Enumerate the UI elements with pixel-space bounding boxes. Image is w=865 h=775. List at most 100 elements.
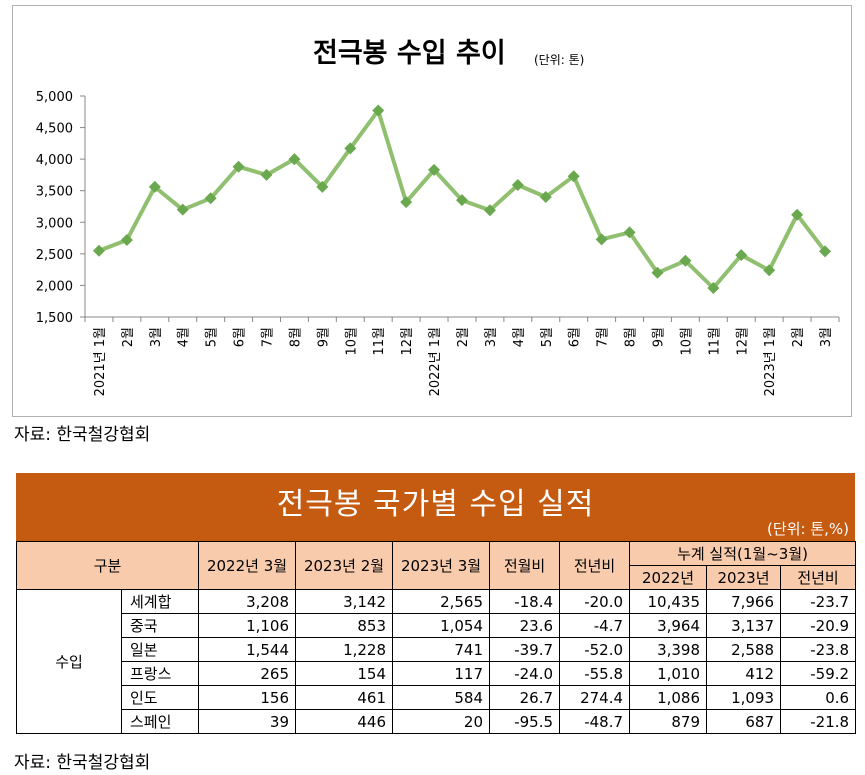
import-table-block: 전극봉 국가별 수입 실적 (단위: 톤,%) 구분 2022년 3월 2023… xyxy=(15,473,857,734)
data-point xyxy=(791,208,804,221)
data-point xyxy=(651,266,664,279)
y-tick-label: 2,500 xyxy=(36,248,73,263)
country-name: 세계합 xyxy=(120,589,200,614)
table-cell: 412 xyxy=(706,661,782,686)
table-cell: -48.7 xyxy=(559,709,631,734)
table-cell: 7,966 xyxy=(706,589,782,614)
table-cell: 3,208 xyxy=(198,589,297,614)
data-point xyxy=(595,233,608,246)
table-cell: -4.7 xyxy=(559,613,631,638)
table-cell: 1,086 xyxy=(629,685,708,710)
table-header-row-1: 구분 2022년 3월 2023년 2월 2023년 3월 전월비 전년비 누계… xyxy=(15,541,857,590)
table-cell: 274.4 xyxy=(559,685,631,710)
table-cell: 10,435 xyxy=(629,589,708,614)
data-point xyxy=(288,153,301,166)
x-tick-label: 8월 xyxy=(624,327,639,347)
x-tick-label: 12월 xyxy=(400,327,415,356)
y-tick-label: 2,000 xyxy=(36,279,73,294)
header-cumulative: 누계 실적(1월~3월) xyxy=(629,541,857,566)
header-cum-yoy: 전년비 xyxy=(780,565,857,590)
country-name: 스페인 xyxy=(120,709,200,734)
data-point xyxy=(763,264,776,277)
table-cell: 0.6 xyxy=(780,685,857,710)
x-tick-label: 3월 xyxy=(149,327,164,347)
country-name: 일본 xyxy=(120,637,200,662)
x-tick-label: 6월 xyxy=(568,327,583,347)
data-point xyxy=(148,180,161,193)
group-label-import: 수입 xyxy=(16,589,122,734)
data-point xyxy=(316,180,329,193)
chart-panel: 전극봉 수입 추이 (단위: 톤) 5,000 4,500 4,000 3,500 3,00… xyxy=(12,5,852,417)
table-cell: -55.8 xyxy=(559,661,631,686)
header-2023-feb: 2023년 2월 xyxy=(295,541,394,590)
country-name: 인도 xyxy=(120,685,200,710)
data-point xyxy=(120,233,133,246)
data-point xyxy=(344,142,357,155)
table-cell: 20 xyxy=(392,709,491,734)
x-tick-label: 7월 xyxy=(596,327,611,347)
data-point xyxy=(176,203,189,216)
x-tick-label: 2월 xyxy=(121,327,136,347)
table-source: 자료: 한국철강협회 xyxy=(14,753,151,773)
data-point xyxy=(483,204,496,217)
table-cell: 154 xyxy=(295,661,394,686)
x-tick-label: 2월 xyxy=(791,327,806,347)
y-tick-label: 3,000 xyxy=(36,216,73,231)
x-tick-label: 2023년 1월 xyxy=(763,327,778,396)
x-tick-label: 2022년 1월 xyxy=(428,327,443,396)
y-tick-label: 3,500 xyxy=(36,185,73,200)
table-cell: 26.7 xyxy=(489,685,561,710)
x-tick-label: 9월 xyxy=(316,327,331,347)
table-cell: 687 xyxy=(706,709,782,734)
data-point xyxy=(456,194,468,207)
table-header-row-2: 2022년 2023년 전년비 xyxy=(17,565,857,590)
table-cell: 2,588 xyxy=(706,637,782,662)
data-point xyxy=(819,245,832,258)
table-cell: -59.2 xyxy=(780,661,857,686)
table-cell: 265 xyxy=(198,661,297,686)
data-point xyxy=(679,254,692,267)
x-tick-label: 5월 xyxy=(205,327,220,347)
table-cell: -52.0 xyxy=(559,637,631,662)
table-cell: -18.4 xyxy=(489,589,561,614)
table-cell: 1,093 xyxy=(706,685,782,710)
x-tick-label: 10월 xyxy=(679,327,694,356)
table-cell: -21.8 xyxy=(780,709,857,734)
data-point xyxy=(623,226,636,239)
x-tick-label: 4월 xyxy=(177,327,192,347)
x-tick-label: 7월 xyxy=(261,327,276,347)
table-cell: 3,142 xyxy=(295,589,394,614)
table-row: 스페인 39 446 20 -95.5 -48.7 879 687 -21.8 xyxy=(17,709,857,734)
table-row: 수입 세계합 3,208 3,142 2,565 -18.4 -20.0 10,435 7,96… xyxy=(16,589,857,734)
data-point xyxy=(735,249,748,262)
header-mom: 전월비 xyxy=(489,541,561,590)
table-cell: -95.5 xyxy=(489,709,561,734)
header-2023-mar: 2023년 3월 xyxy=(392,541,491,590)
table-unit: (단위: 톤,%) xyxy=(767,520,849,538)
table-cell: 584 xyxy=(392,685,491,710)
x-tick-label: 4월 xyxy=(512,327,527,347)
table-row: 프랑스 265 154 117 -24.0 -55.8 1,010 412 -59.2 xyxy=(17,661,857,686)
x-tick-label: 11월 xyxy=(707,327,722,356)
data-point xyxy=(232,160,245,173)
table-cell: -23.8 xyxy=(780,637,857,662)
data-point xyxy=(400,196,413,209)
table-cell: 39 xyxy=(198,709,297,734)
x-tick-label: 3월 xyxy=(484,327,499,347)
x-tick-label: 3월 xyxy=(819,327,834,347)
table-cell: -20.9 xyxy=(780,613,857,638)
table-cell: -24.0 xyxy=(489,661,561,686)
x-tick-label: 9월 xyxy=(651,327,666,347)
x-tick-label: 2월 xyxy=(456,327,471,347)
table-row: 인도 156 461 584 26.7 274.4 1,086 1,093 0.6 xyxy=(17,685,857,710)
data-point xyxy=(539,191,552,204)
data-point xyxy=(567,170,580,183)
table-cell: 1,010 xyxy=(629,661,708,686)
x-tick-label: 2021년 1월 xyxy=(93,327,108,396)
data-point xyxy=(260,168,273,181)
table-cell: 461 xyxy=(295,685,394,710)
chart-unit-label: (단위: 톤) xyxy=(534,53,584,67)
header-cum-2022: 2022년 xyxy=(629,565,708,590)
table-cell: 1,054 xyxy=(392,613,491,638)
import-trend-chart: 전극봉 수입 추이 (단위: 톤) 5,000 4,500 4,000 3,500 3,00… xyxy=(36,38,840,396)
